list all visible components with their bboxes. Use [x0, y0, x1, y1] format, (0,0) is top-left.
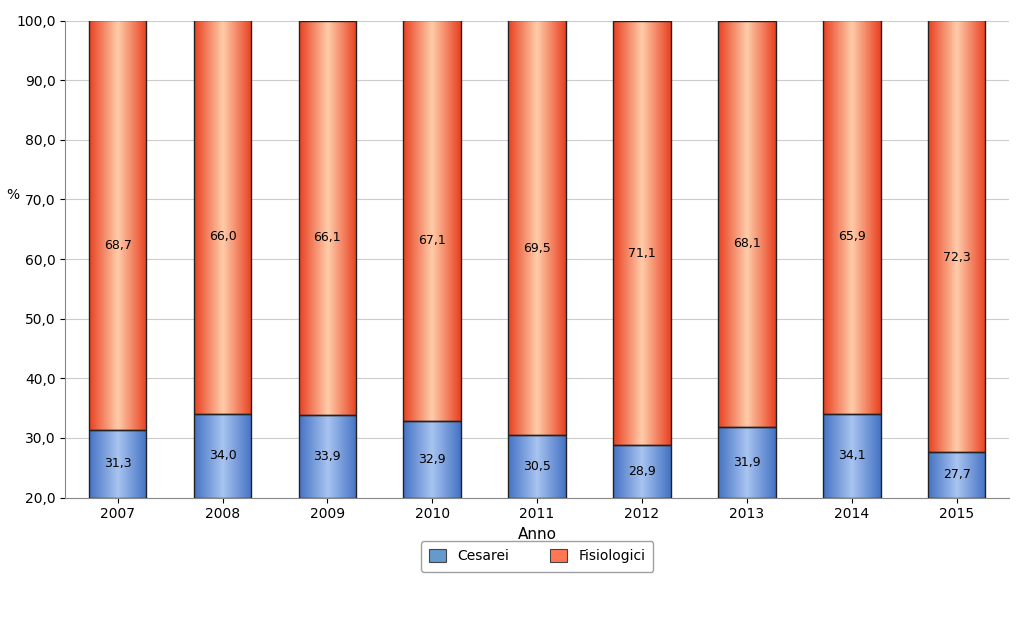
Bar — [89, 430, 146, 498]
Text: 30,5: 30,5 — [523, 460, 551, 473]
Text: 67,1: 67,1 — [419, 234, 446, 247]
Text: 68,1: 68,1 — [733, 238, 761, 251]
Bar — [299, 415, 356, 498]
Text: 31,9: 31,9 — [733, 456, 761, 469]
Y-axis label: %: % — [7, 188, 19, 202]
Text: 27,7: 27,7 — [943, 468, 971, 481]
Bar — [403, 421, 461, 498]
Text: 69,5: 69,5 — [523, 242, 551, 255]
Text: 72,3: 72,3 — [943, 251, 971, 264]
Text: 34,1: 34,1 — [838, 449, 865, 462]
Text: 34,0: 34,0 — [209, 449, 237, 462]
Bar — [194, 414, 251, 498]
Text: 33,9: 33,9 — [313, 449, 341, 462]
Bar — [194, 21, 251, 414]
Bar — [299, 21, 356, 415]
Bar — [613, 21, 671, 444]
Text: 65,9: 65,9 — [838, 230, 865, 243]
Bar — [508, 21, 566, 435]
Bar — [403, 21, 461, 421]
Legend: Cesarei, Fisiologici: Cesarei, Fisiologici — [421, 541, 653, 572]
Bar — [89, 21, 146, 430]
Bar — [718, 427, 775, 498]
Bar — [823, 414, 881, 498]
Bar — [928, 21, 985, 452]
X-axis label: Anno: Anno — [517, 527, 557, 542]
Bar — [508, 435, 566, 498]
Bar — [718, 21, 775, 427]
Text: 66,0: 66,0 — [209, 231, 237, 244]
Text: 32,9: 32,9 — [419, 452, 446, 466]
Bar — [928, 452, 985, 498]
Text: 28,9: 28,9 — [628, 464, 655, 478]
Bar — [823, 21, 881, 414]
Text: 71,1: 71,1 — [628, 248, 655, 260]
Text: 68,7: 68,7 — [103, 239, 131, 252]
Text: 66,1: 66,1 — [313, 231, 341, 244]
Text: 31,3: 31,3 — [103, 458, 131, 471]
Bar — [613, 444, 671, 498]
